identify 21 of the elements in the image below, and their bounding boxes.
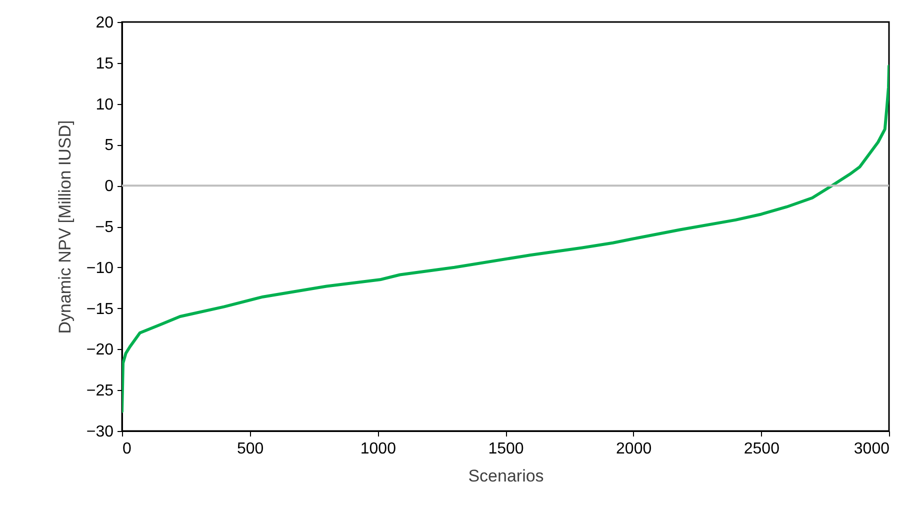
x-tick-label: 3000 [854, 440, 890, 458]
y-tick-label: 15 [96, 55, 114, 72]
y-tick-label: 10 [96, 96, 114, 114]
x-tick-label: 1000 [360, 440, 396, 458]
x-tick-label: 2000 [616, 440, 652, 458]
y-tick-label: −30 [86, 424, 114, 440]
y-tick-label: −25 [86, 382, 114, 400]
y-tick-label: 5 [104, 137, 114, 154]
y-tick-label: −5 [95, 219, 114, 236]
x-tick-label: 500 [236, 440, 264, 458]
y-tick-label: −15 [86, 300, 114, 318]
y-tick-label: −20 [86, 342, 114, 359]
y-tick-label: −10 [86, 260, 114, 277]
x-tick-label: 2500 [744, 440, 780, 458]
y-tick-label: 0 [104, 178, 114, 196]
x-tick-label: 0 [122, 440, 132, 458]
y-axis-title: Dynamic NPV [Million IUSD] [55, 120, 74, 334]
line-series [122, 64, 889, 413]
x-tick-label: 1500 [488, 440, 524, 458]
x-axis-title: Scenarios [468, 466, 544, 486]
y-tick-label: 20 [96, 14, 114, 32]
